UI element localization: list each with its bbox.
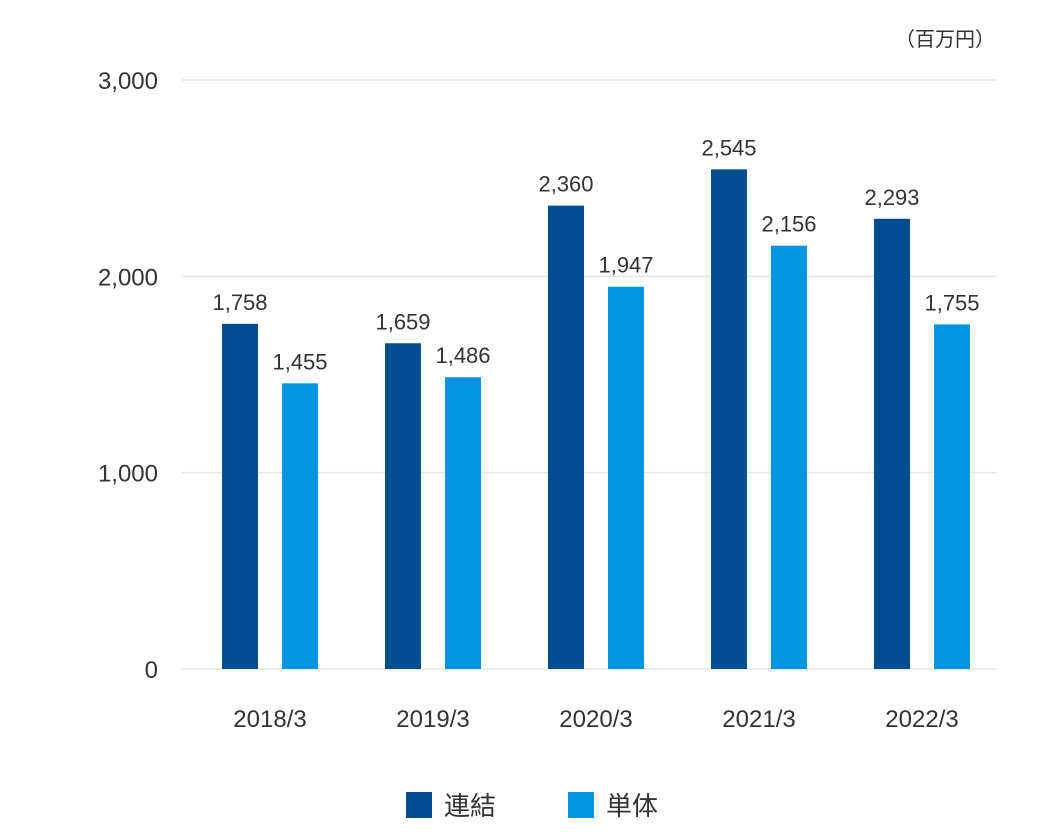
data-label: 1,755 (924, 290, 979, 315)
data-label: 2,293 (864, 185, 919, 210)
legend-swatch (568, 792, 594, 818)
bar-consolidated (711, 169, 747, 669)
bar-consolidated (548, 205, 584, 670)
bar-standalone (282, 383, 318, 669)
data-label: 1,486 (435, 343, 490, 368)
bar-standalone (445, 377, 481, 669)
y-axis: 0 1,000 2,000 3,000 (98, 68, 158, 684)
legend-label: 単体 (606, 792, 658, 822)
x-axis: 2018/3 2019/3 2020/3 2021/3 2022/3 (233, 706, 958, 733)
x-tick-label: 2021/3 (722, 706, 795, 733)
y-tick-label: 3,000 (98, 68, 158, 95)
bar-standalone (771, 245, 807, 670)
data-label: 2,545 (701, 135, 756, 160)
data-label: 2,156 (761, 212, 816, 237)
y-tick-label: 0 (145, 657, 158, 684)
legend: 連結 単体 (406, 792, 658, 822)
unit-label: （百万円） (895, 27, 995, 51)
data-label: 1,659 (375, 309, 430, 334)
data-label: 1,947 (598, 253, 653, 278)
bar-consolidated (874, 218, 910, 669)
data-label: 1,455 (272, 349, 327, 374)
y-tick-label: 2,000 (98, 264, 158, 291)
bar-consolidated (222, 323, 258, 669)
x-tick-label: 2018/3 (233, 706, 306, 733)
bar-standalone (934, 324, 970, 669)
x-tick-label: 2020/3 (559, 706, 632, 733)
y-tick-label: 1,000 (98, 461, 158, 488)
data-label: 1,758 (212, 290, 267, 315)
bar-standalone (608, 286, 644, 669)
data-label: 2,360 (538, 172, 593, 197)
legend-swatch (406, 792, 432, 818)
legend-label: 連結 (444, 792, 496, 822)
x-tick-label: 2022/3 (885, 706, 958, 733)
bar-consolidated (385, 343, 421, 669)
x-tick-label: 2019/3 (396, 706, 469, 733)
